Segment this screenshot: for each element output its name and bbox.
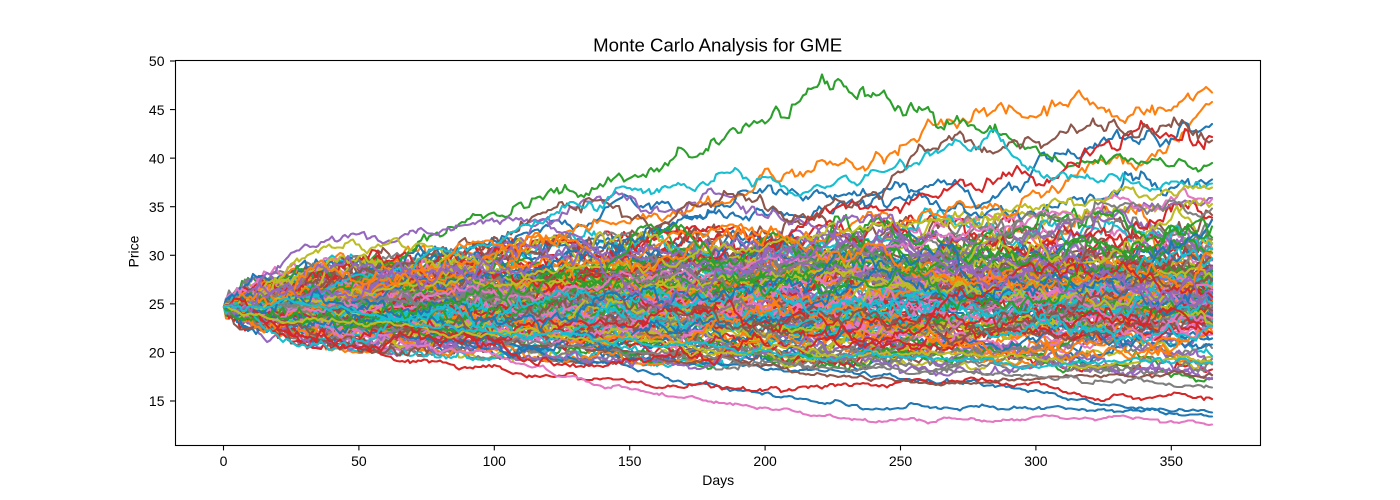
svg-text:Monte Carlo Analysis for GME: Monte Carlo Analysis for GME — [593, 34, 842, 55]
svg-text:50: 50 — [149, 53, 165, 69]
svg-text:50: 50 — [351, 453, 367, 469]
svg-text:25: 25 — [149, 296, 165, 312]
svg-text:45: 45 — [149, 102, 165, 118]
svg-text:300: 300 — [1024, 453, 1048, 469]
svg-text:350: 350 — [1160, 453, 1184, 469]
svg-text:150: 150 — [618, 453, 642, 469]
svg-text:250: 250 — [889, 453, 913, 469]
svg-text:Days: Days — [702, 472, 734, 488]
svg-text:30: 30 — [149, 248, 165, 264]
svg-text:15: 15 — [149, 393, 165, 409]
svg-text:20: 20 — [149, 345, 165, 361]
svg-text:40: 40 — [149, 150, 165, 166]
svg-text:0: 0 — [220, 453, 228, 469]
svg-text:35: 35 — [149, 199, 165, 215]
svg-text:100: 100 — [483, 453, 507, 469]
svg-text:Price: Price — [126, 235, 142, 267]
svg-text:200: 200 — [753, 453, 777, 469]
